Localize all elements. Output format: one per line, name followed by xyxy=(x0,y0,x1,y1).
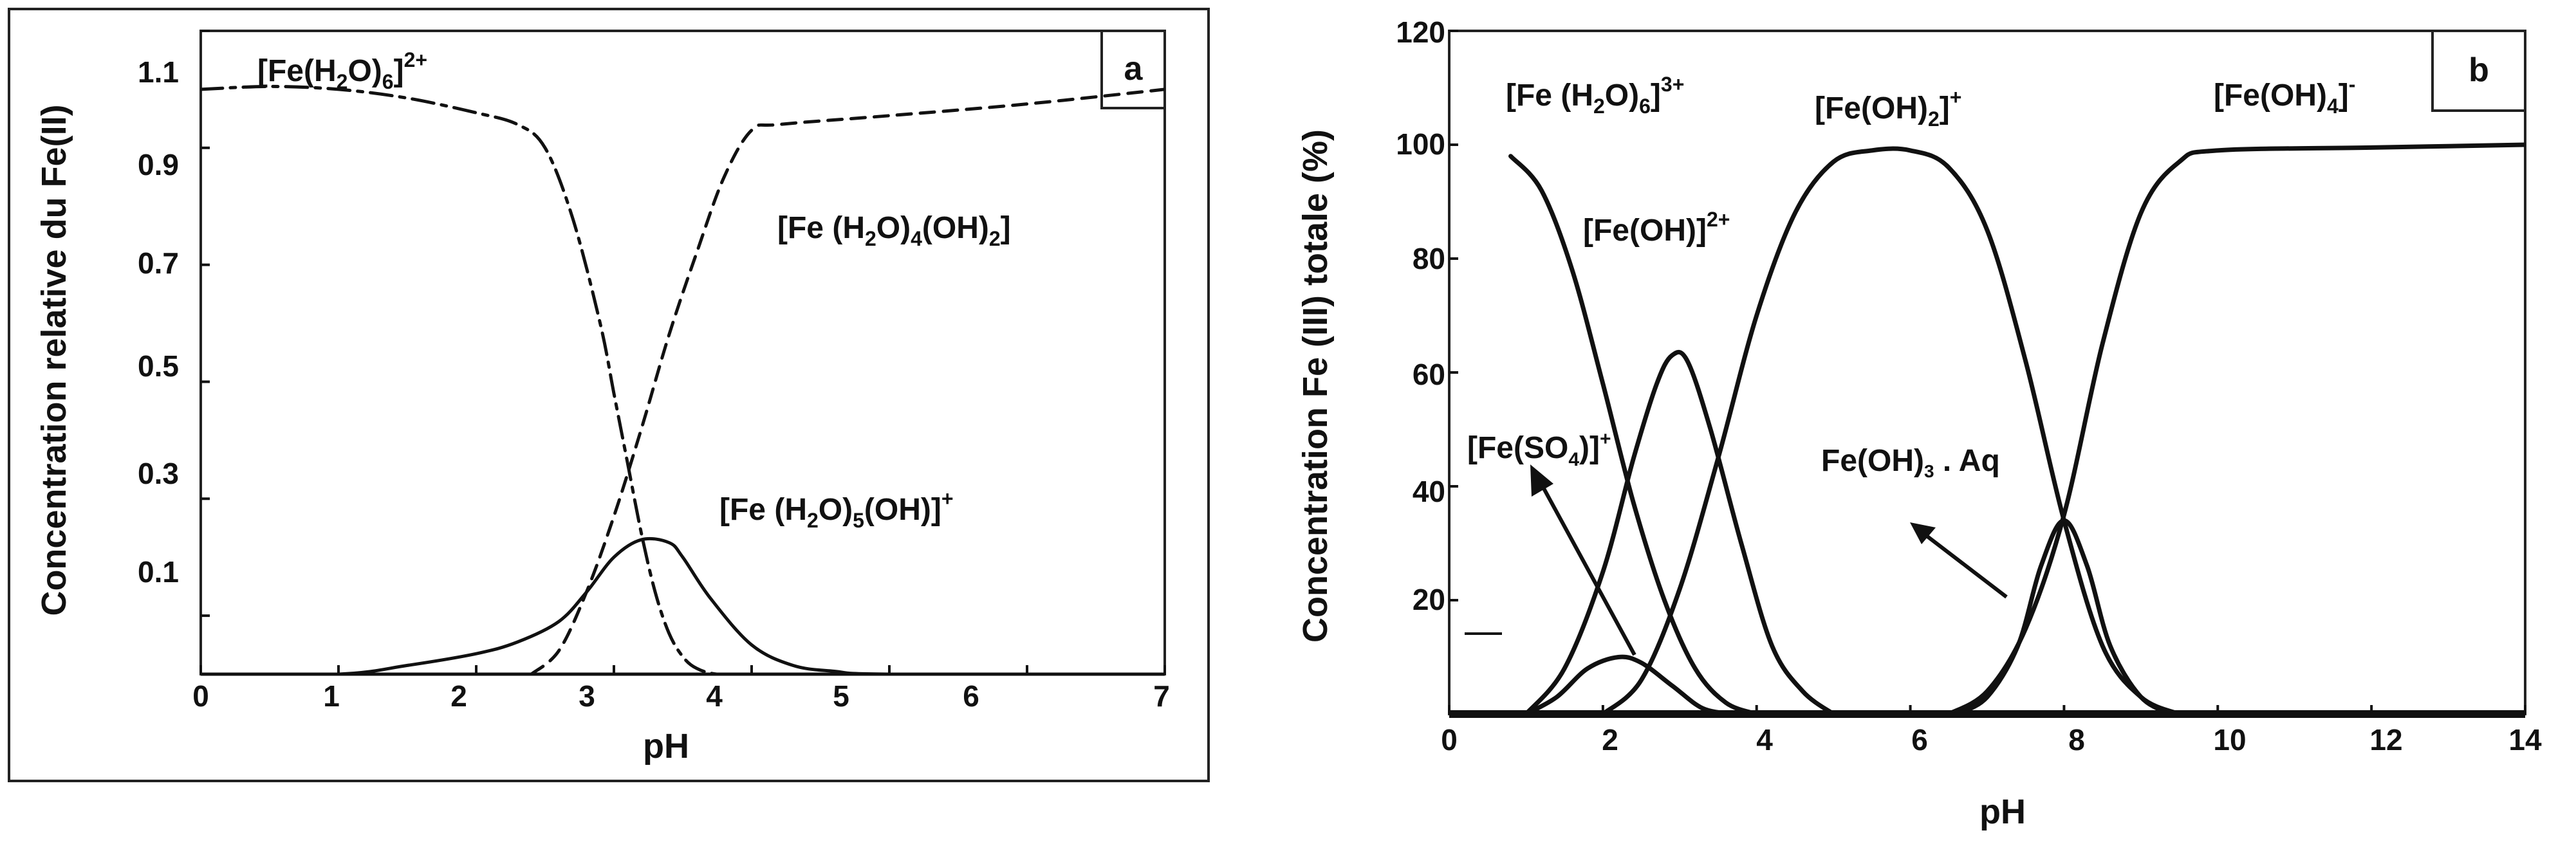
panel-a-plot-frame xyxy=(8,8,1210,782)
panel-b-y-tick: 20 xyxy=(1413,583,1445,616)
panel-b-label-fe-oh4: [Fe(OH)4]- xyxy=(2214,73,2355,118)
panel-a-label-fe-h2o5-oh: [Fe (H2O)5(OH)]+ xyxy=(719,487,954,532)
arrow-fe-oh3 xyxy=(1923,532,2008,599)
panel-b-series-line-5 xyxy=(1523,654,1736,714)
panel-b-x-tick: 10 xyxy=(2213,723,2246,757)
panel-b-y-tick: 120 xyxy=(1396,15,1445,49)
panel-b-x-ticks: 0 2 4 6 8 10 12 14 xyxy=(1441,723,2542,757)
panel-b-letter-box: b xyxy=(2431,30,2526,112)
panel-b-x-tick: 2 xyxy=(1602,723,1618,757)
panel-a-y-tick: 0.1 xyxy=(138,555,179,589)
panel-b-x-tick: 14 xyxy=(2508,723,2542,757)
panel-a-tick-marks xyxy=(199,30,1166,676)
panel-a-label-fe-h2o4-oh2: [Fe (H2O)4(OH)2] xyxy=(777,211,1011,250)
panel-a-series-line-2 xyxy=(530,87,1165,674)
panel-b-label-fe-oh2: [Fe(OH)2]+ xyxy=(1815,86,1961,131)
panel-a-y-tick: 0.5 xyxy=(138,349,179,383)
panel-b-x-tick: 0 xyxy=(1441,723,1458,757)
panel-a-y-tick: 0.3 xyxy=(138,457,179,490)
panel-b-series-line-6 xyxy=(1954,518,2174,714)
panel-b-y-ticks: 20 40 60 80 100 120 xyxy=(1396,15,1445,616)
panel-b-y-tick: 100 xyxy=(1396,127,1445,161)
panel-a-x-ticks: 0 1 2 3 4 5 6 7 xyxy=(192,679,1170,713)
panel-a-axes-box xyxy=(199,30,1166,675)
panel-a-x-tick: 6 xyxy=(963,679,979,713)
panel-a-x-axis-title: pH xyxy=(643,727,689,766)
panel-b-y-tick: 40 xyxy=(1413,475,1445,508)
panel-a-series-line-1 xyxy=(201,84,754,674)
panel-a-y-tick: 1.1 xyxy=(138,55,179,89)
panel-b-series-line-3 xyxy=(1600,146,2182,714)
panel-a-x-tick: 7 xyxy=(1153,679,1170,713)
panel-b-x-axis-title: pH xyxy=(1979,793,2026,831)
panel-b-y-tick: 60 xyxy=(1413,358,1445,391)
panel-a-letter: a xyxy=(1124,50,1144,87)
panel-a-x-tick: 5 xyxy=(833,679,849,713)
panel-b-series-line-2 xyxy=(1523,349,1836,714)
panel-b-label-fe-oh: [Fe(OH)]2+ xyxy=(1583,208,1730,248)
panel-b-arrows xyxy=(1465,464,2008,656)
panel-a-label-fe-h2o6: [Fe(H2O)6]2+ xyxy=(257,48,427,93)
panel-b-letter: b xyxy=(2469,51,2489,89)
panel-a-y-tick: 0.9 xyxy=(138,148,179,181)
panel-b-curves xyxy=(1508,142,2525,714)
arrow-fe-oh3-head xyxy=(1910,522,1936,544)
panel-a: a Concentration relative du Fe(II) pH 0 … xyxy=(8,8,1210,782)
arrow-fe-so4-head xyxy=(1530,464,1553,497)
panel-b-label-fe-h2o6: [Fe (H2O)6]3+ xyxy=(1506,73,1684,118)
panel-a-y-tick: 0.7 xyxy=(138,246,179,280)
panel-a-series-line-3 xyxy=(201,537,1165,674)
panel-b-label-fe-so4: [Fe(SO4)]+ xyxy=(1467,428,1611,470)
panel-b-x-tick: 12 xyxy=(2369,723,2402,757)
panel-b: b Concentration Fe (III) totale (%) pH 0… xyxy=(1296,15,2542,831)
panel-a-x-tick: 1 xyxy=(323,679,340,713)
panel-b-label-fe-oh3-aq: Fe(OH)3 . Aq xyxy=(1821,444,2000,481)
panel-a-x-tick: 2 xyxy=(450,679,467,713)
panel-b-x-tick: 4 xyxy=(1756,723,1773,757)
panel-a-y-ticks: 0.1 0.3 0.5 0.7 0.9 1.1 xyxy=(138,55,179,589)
panel-b-y-axis-title: Concentration Fe (III) totale (%) xyxy=(1296,129,1335,643)
panel-a-y-axis-title: Concentration relative du Fe(II) xyxy=(35,104,73,616)
panel-b-x-tick: 8 xyxy=(2068,723,2085,757)
panel-b-y-tick: 80 xyxy=(1413,242,1445,275)
panel-b-x-tick: 6 xyxy=(1911,723,1928,757)
panel-a-x-tick: 0 xyxy=(192,679,209,713)
panel-a-curves xyxy=(201,84,1165,674)
panel-a-x-tick: 3 xyxy=(579,679,595,713)
panel-a-x-tick: 4 xyxy=(706,679,723,713)
arrow-fe-so4 xyxy=(1539,482,1636,656)
panel-b-series-line-4 xyxy=(1946,142,2525,714)
